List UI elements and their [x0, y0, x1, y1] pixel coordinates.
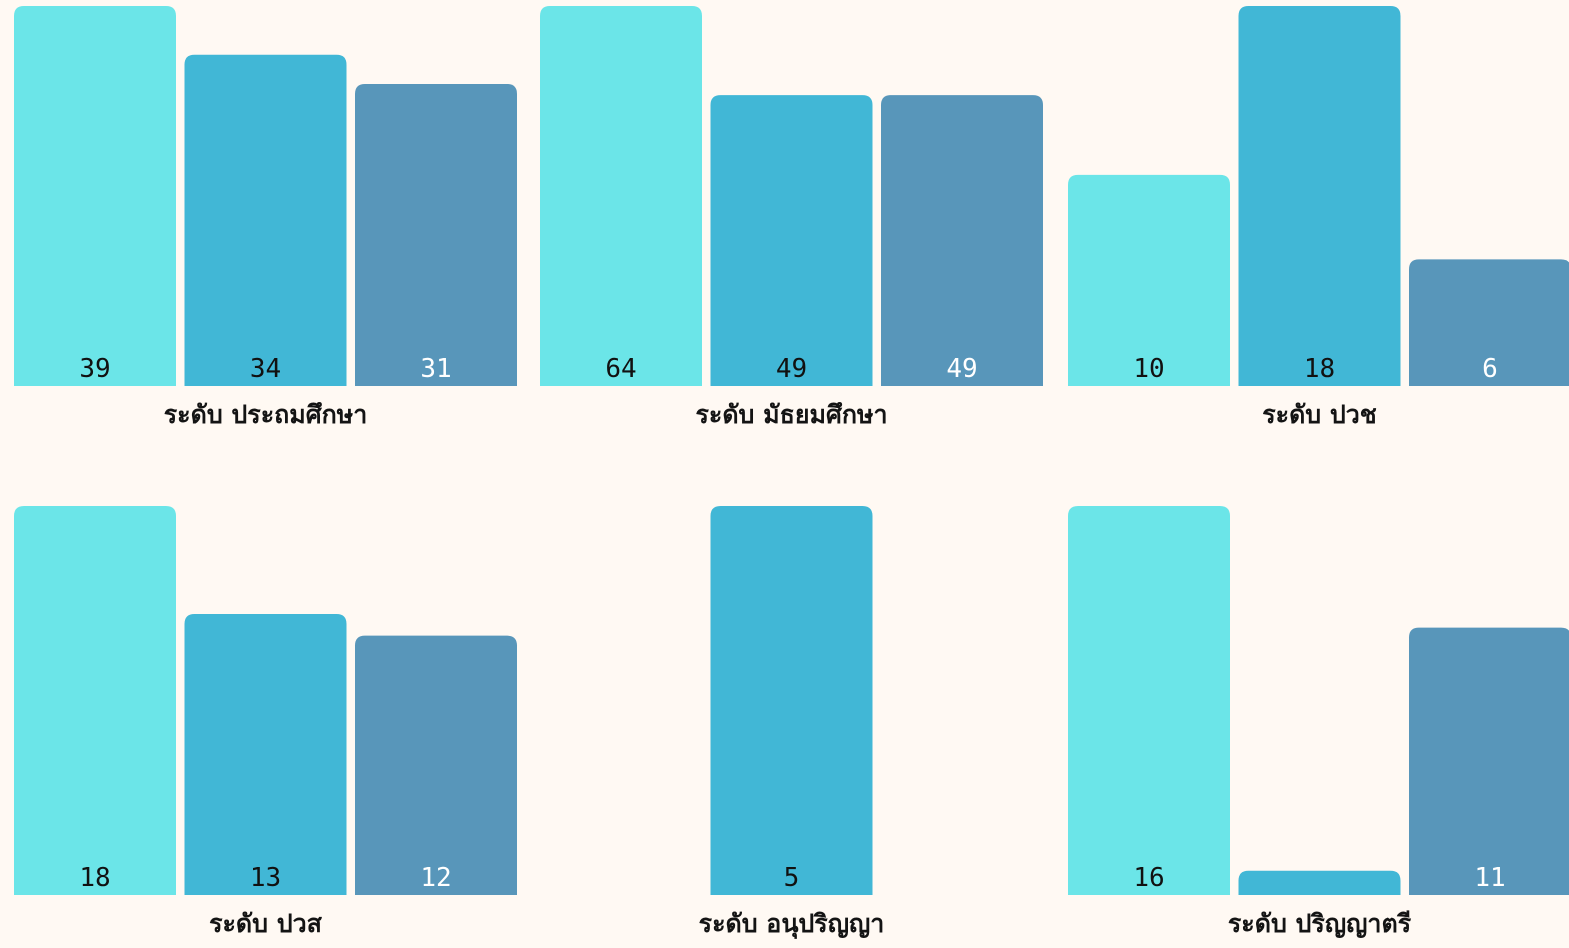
- bar: [881, 95, 1043, 386]
- bar: [184, 54, 347, 386]
- bar-value-label: 18: [79, 863, 110, 893]
- panel-4: 18 13 12 ระดับ ปวส: [14, 506, 517, 938]
- panel-title: ระดับ ปวช: [1262, 400, 1377, 429]
- bar-value-label: 64: [605, 354, 636, 384]
- panel-2: 64 49 49 ระดับ มัธยมศึกษา: [540, 6, 1043, 429]
- panel-title: ระดับ ปริญญาตรี: [1228, 909, 1412, 938]
- bar-value-label: 31: [420, 354, 451, 384]
- panel-6: 16 11 ระดับ ปริญญาตรี: [1068, 506, 1569, 938]
- bar-value-label: 18: [1304, 354, 1335, 384]
- panel-title: ระดับ มัธยมศึกษา: [695, 400, 887, 429]
- panel-title: ระดับ ประถมศึกษา: [164, 400, 368, 429]
- bar-value-label: 49: [776, 354, 807, 384]
- panel-3: 10 18 6 ระดับ ปวช: [1068, 6, 1569, 429]
- bar: [1409, 627, 1569, 895]
- panel-5: 5 ระดับ อนุปริญญา: [699, 506, 885, 940]
- bar-value-label: 49: [946, 354, 977, 384]
- bar-value-label: 34: [250, 354, 281, 384]
- panel-title: ระดับ อนุปริญญา: [699, 909, 885, 940]
- bar: [710, 95, 873, 386]
- bar-value-label: 6: [1482, 354, 1498, 384]
- bar: [14, 6, 176, 386]
- bar-value-label: 12: [420, 863, 451, 893]
- bar: [540, 6, 702, 386]
- panel-title: ระดับ ปวส: [209, 909, 323, 938]
- bar-value-label: 16: [1133, 863, 1164, 893]
- bar-value-label: 5: [784, 863, 800, 893]
- bar: [1238, 870, 1401, 895]
- bar: [710, 506, 873, 895]
- bar-value-label: 39: [79, 354, 110, 384]
- bar: [1238, 6, 1401, 386]
- bar: [355, 635, 517, 895]
- bar: [1068, 174, 1230, 386]
- bar: [355, 83, 517, 386]
- bar: [14, 506, 176, 895]
- panel-1: 39 34 31 ระดับ ประถมศึกษา: [14, 6, 517, 429]
- bar-value-label: 11: [1474, 863, 1505, 893]
- bar: [1409, 259, 1569, 386]
- bar-value-label: 10: [1133, 354, 1164, 384]
- bar-value-label: 13: [250, 863, 281, 893]
- bar: [1068, 506, 1230, 895]
- bar: [184, 614, 347, 895]
